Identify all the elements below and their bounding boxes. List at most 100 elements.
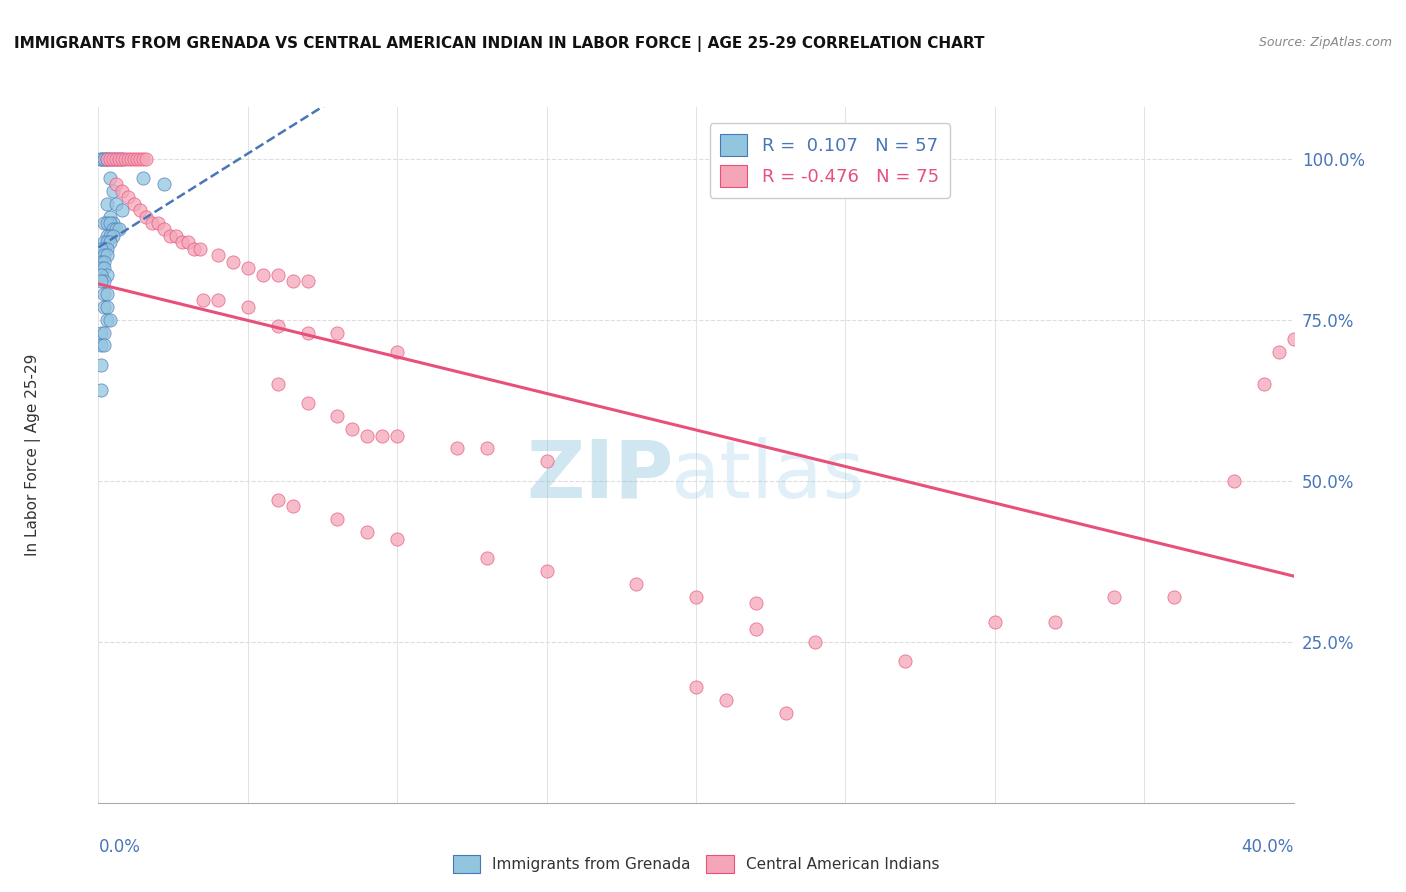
Point	[96, 312, 118, 326]
Point	[117, 152, 139, 166]
Point	[90, 242, 112, 256]
Point	[90, 384, 112, 398]
Point	[93, 152, 115, 166]
Point	[165, 228, 187, 243]
Point	[281, 274, 304, 288]
Point	[90, 358, 112, 372]
Point	[536, 564, 558, 578]
Point	[90, 261, 112, 276]
Point	[103, 222, 125, 236]
Point	[108, 152, 131, 166]
Point	[207, 293, 229, 308]
Point	[1163, 590, 1185, 604]
Point	[153, 178, 176, 192]
Point	[103, 216, 125, 230]
Point	[129, 152, 152, 166]
Point	[98, 216, 122, 230]
Point	[1282, 332, 1305, 346]
Point	[96, 196, 118, 211]
Point	[98, 228, 122, 243]
Point	[93, 261, 115, 276]
Point	[626, 576, 648, 591]
Point	[141, 216, 163, 230]
Point	[297, 396, 319, 410]
Point	[111, 184, 134, 198]
Point	[96, 216, 118, 230]
Point	[96, 248, 118, 262]
Point	[188, 242, 211, 256]
Point	[90, 326, 112, 340]
Text: 0.0%: 0.0%	[98, 838, 141, 856]
Point	[236, 300, 259, 314]
Point	[96, 228, 118, 243]
Point	[90, 338, 112, 352]
Point	[105, 222, 128, 236]
Point	[371, 428, 394, 442]
Point	[90, 254, 112, 268]
Point	[745, 596, 768, 610]
Point	[117, 190, 139, 204]
Point	[745, 622, 768, 636]
Legend: Immigrants from Grenada, Central American Indians: Immigrants from Grenada, Central America…	[447, 849, 945, 879]
Point	[98, 152, 122, 166]
Point	[111, 152, 134, 166]
Point	[252, 268, 274, 282]
Point	[326, 512, 349, 526]
Point	[356, 525, 378, 540]
Point	[297, 326, 319, 340]
Point	[191, 293, 214, 308]
Point	[132, 152, 155, 166]
Point	[105, 196, 128, 211]
Point	[135, 152, 157, 166]
Point	[267, 493, 290, 508]
Point	[342, 422, 364, 436]
Point	[114, 152, 136, 166]
Point	[475, 442, 498, 456]
Point	[135, 210, 157, 224]
Point	[96, 242, 118, 256]
Point	[93, 216, 115, 230]
Point	[177, 235, 200, 250]
Point	[96, 268, 118, 282]
Point	[90, 268, 112, 282]
Point	[129, 203, 152, 218]
Point	[93, 286, 115, 301]
Point	[1267, 344, 1289, 359]
Point	[385, 344, 409, 359]
Text: In Labor Force | Age 25-29: In Labor Force | Age 25-29	[25, 354, 41, 556]
Text: 40.0%: 40.0%	[1241, 838, 1294, 856]
Point	[267, 377, 290, 392]
Point	[98, 152, 122, 166]
Point	[98, 210, 122, 224]
Point	[93, 338, 115, 352]
Text: atlas: atlas	[671, 437, 865, 515]
Point	[96, 300, 118, 314]
Point	[98, 170, 122, 185]
Point	[804, 634, 827, 648]
Point	[894, 654, 917, 668]
Point	[685, 680, 707, 694]
Point	[446, 442, 468, 456]
Point	[108, 152, 131, 166]
Point	[98, 312, 122, 326]
Point	[93, 242, 115, 256]
Point	[96, 235, 118, 250]
Point	[124, 196, 146, 211]
Point	[385, 428, 409, 442]
Point	[103, 228, 125, 243]
Point	[93, 274, 115, 288]
Point	[98, 235, 122, 250]
Point	[111, 203, 134, 218]
Point	[96, 286, 118, 301]
Point	[326, 409, 349, 424]
Point	[172, 235, 194, 250]
Point	[536, 454, 558, 468]
Point	[714, 692, 737, 706]
Point	[90, 152, 112, 166]
Point	[90, 274, 112, 288]
Point	[1223, 474, 1246, 488]
Point	[281, 500, 304, 514]
Point	[267, 268, 290, 282]
Point	[207, 248, 229, 262]
Point	[1043, 615, 1066, 630]
